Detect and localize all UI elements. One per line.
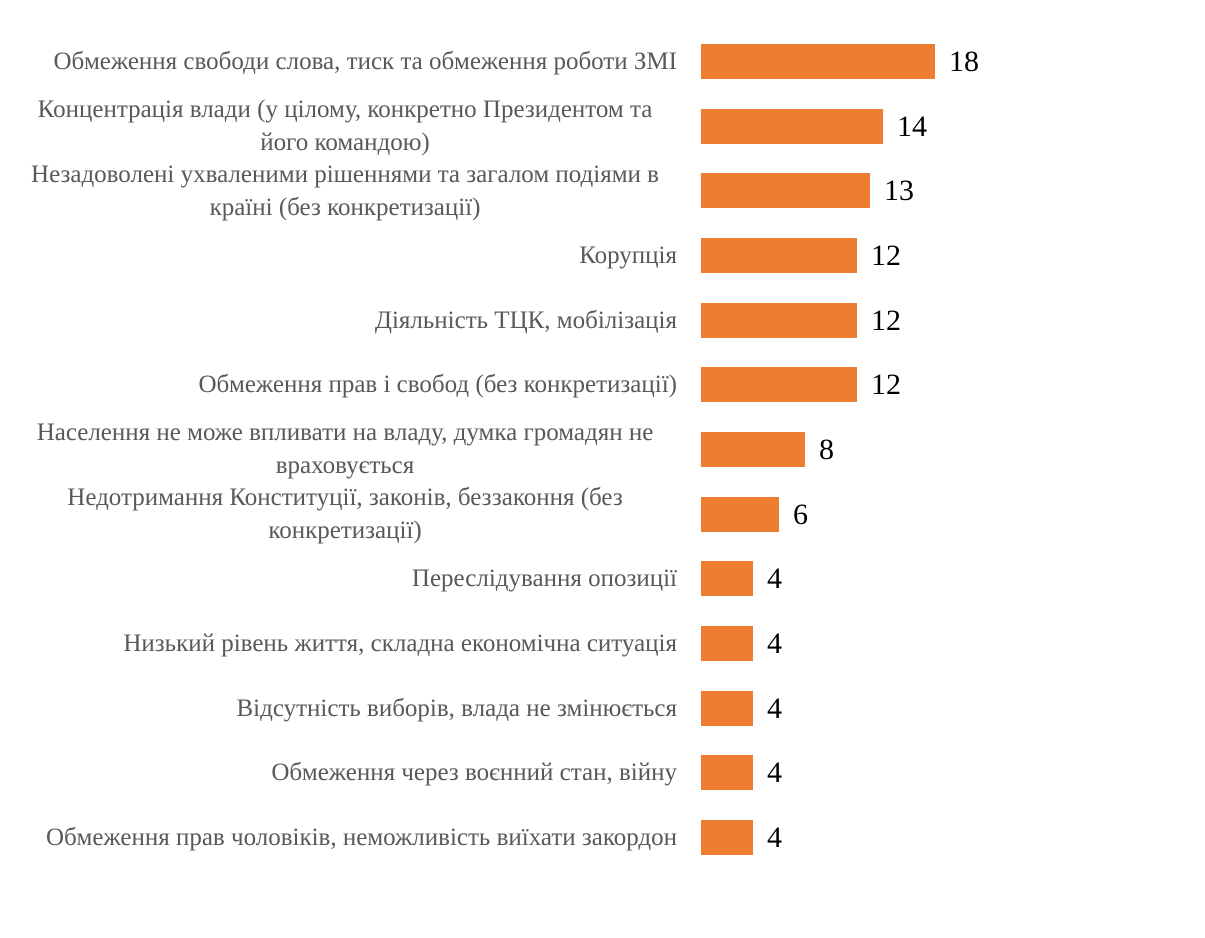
category-label: Обмеження свободи слова, тиск та обмежен… — [53, 47, 677, 75]
chart-row: Відсутність виборів, влада не змінюється… — [0, 676, 1205, 741]
bar-cell: 6 — [701, 496, 1205, 532]
chart-row: Населення не може впливати на владу, дум… — [0, 417, 1205, 482]
bar-cell: 4 — [701, 561, 1205, 597]
bar — [701, 820, 753, 856]
category-label: Обмеження прав і свобод (без конкретизац… — [198, 371, 677, 399]
bar-cell: 4 — [701, 690, 1205, 726]
value-label: 12 — [871, 368, 901, 402]
bar — [701, 43, 935, 79]
category-label-cell: Населення не може впливати на владу, дум… — [0, 416, 677, 482]
value-label: 4 — [767, 627, 782, 661]
category-label-cell: Недотримання Конституції, законів, безза… — [0, 481, 677, 547]
category-label: Відсутність виборів, влада не змінюється — [236, 694, 677, 722]
value-label: 8 — [819, 432, 834, 466]
category-label: Корупція — [579, 241, 677, 269]
value-label: 12 — [871, 303, 901, 337]
value-label: 4 — [767, 821, 782, 855]
bar-cell: 14 — [701, 108, 1205, 144]
category-label: Діяльність ТЦК, мобілізація — [374, 306, 677, 334]
bar-cell: 12 — [701, 237, 1205, 273]
category-label-cell: Обмеження прав чоловіків, неможливість в… — [0, 821, 677, 854]
chart-row: Незадоволені ухваленими рішеннями та заг… — [0, 158, 1205, 223]
chart-plot-area: Обмеження свободи слова, тиск та обмежен… — [0, 29, 1205, 870]
value-label: 18 — [949, 44, 979, 78]
chart-row: Обмеження свободи слова, тиск та обмежен… — [0, 29, 1205, 94]
category-label-cell: Незадоволені ухваленими рішеннями та заг… — [0, 158, 677, 224]
bar-cell: 4 — [701, 626, 1205, 662]
category-label: Обмеження прав чоловіків, неможливість в… — [45, 824, 677, 852]
bar — [701, 237, 857, 273]
category-label-cell: Обмеження через воєнний стан, війну — [0, 756, 677, 789]
value-label: 4 — [767, 756, 782, 790]
category-label: Обмеження через воєнний стан, війну — [271, 759, 677, 787]
bar-cell: 13 — [701, 173, 1205, 209]
category-label: Недотримання Конституції, законів, безза… — [67, 484, 623, 545]
bar — [701, 431, 805, 467]
category-label-cell: Переслідування опозиції — [0, 562, 677, 595]
value-label: 4 — [767, 562, 782, 596]
chart-row: Низький рівень життя, складна економічна… — [0, 611, 1205, 676]
chart-row: Діяльність ТЦК, мобілізація 12 — [0, 288, 1205, 353]
chart-row: Недотримання Конституції, законів, безза… — [0, 482, 1205, 547]
category-label-cell: Діяльність ТЦК, мобілізація — [0, 304, 677, 337]
value-label: 6 — [793, 497, 808, 531]
chart-row: Обмеження прав і свобод (без конкретизац… — [0, 352, 1205, 417]
bar — [701, 626, 753, 662]
bar-cell: 18 — [701, 43, 1205, 79]
value-label: 4 — [767, 691, 782, 725]
bar — [701, 173, 870, 209]
bar — [701, 496, 779, 532]
chart-row: Обмеження через воєнний стан, війну 4 — [0, 741, 1205, 806]
bar-cell: 4 — [701, 755, 1205, 791]
chart-row: Переслідування опозиції 4 — [0, 547, 1205, 612]
category-label-cell: Обмеження прав і свобод (без конкретизац… — [0, 368, 677, 401]
category-label-cell: Концентрація влади (у цілому, конкретно … — [0, 93, 677, 159]
category-label: Населення не може впливати на владу, дум… — [36, 419, 654, 480]
chart-row: Корупція 12 — [0, 223, 1205, 288]
bar — [701, 108, 883, 144]
bar — [701, 755, 753, 791]
category-label-cell: Обмеження свободи слова, тиск та обмежен… — [0, 45, 677, 78]
category-label-cell: Низький рівень життя, складна економічна… — [0, 627, 677, 660]
bar-cell: 8 — [701, 431, 1205, 467]
bar-cell: 12 — [701, 367, 1205, 403]
bar — [701, 367, 857, 403]
bar-cell: 4 — [701, 820, 1205, 856]
category-label-cell: Відсутність виборів, влада не змінюється — [0, 692, 677, 725]
value-label: 13 — [884, 174, 914, 208]
chart-row: Концентрація влади (у цілому, конкретно … — [0, 94, 1205, 159]
chart-row: Обмеження прав чоловіків, неможливість в… — [0, 805, 1205, 870]
category-label: Переслідування опозиції — [411, 565, 677, 593]
value-label: 14 — [897, 109, 927, 143]
bar — [701, 690, 753, 726]
bar — [701, 302, 857, 338]
category-label: Незадоволені ухваленими рішеннями та заг… — [31, 160, 659, 221]
category-label: Низький рівень життя, складна економічна… — [123, 630, 677, 658]
category-label: Концентрація влади (у цілому, конкретно … — [37, 96, 653, 157]
value-label: 12 — [871, 238, 901, 272]
bar-cell: 12 — [701, 302, 1205, 338]
category-label-cell: Корупція — [0, 239, 677, 272]
bar — [701, 561, 753, 597]
